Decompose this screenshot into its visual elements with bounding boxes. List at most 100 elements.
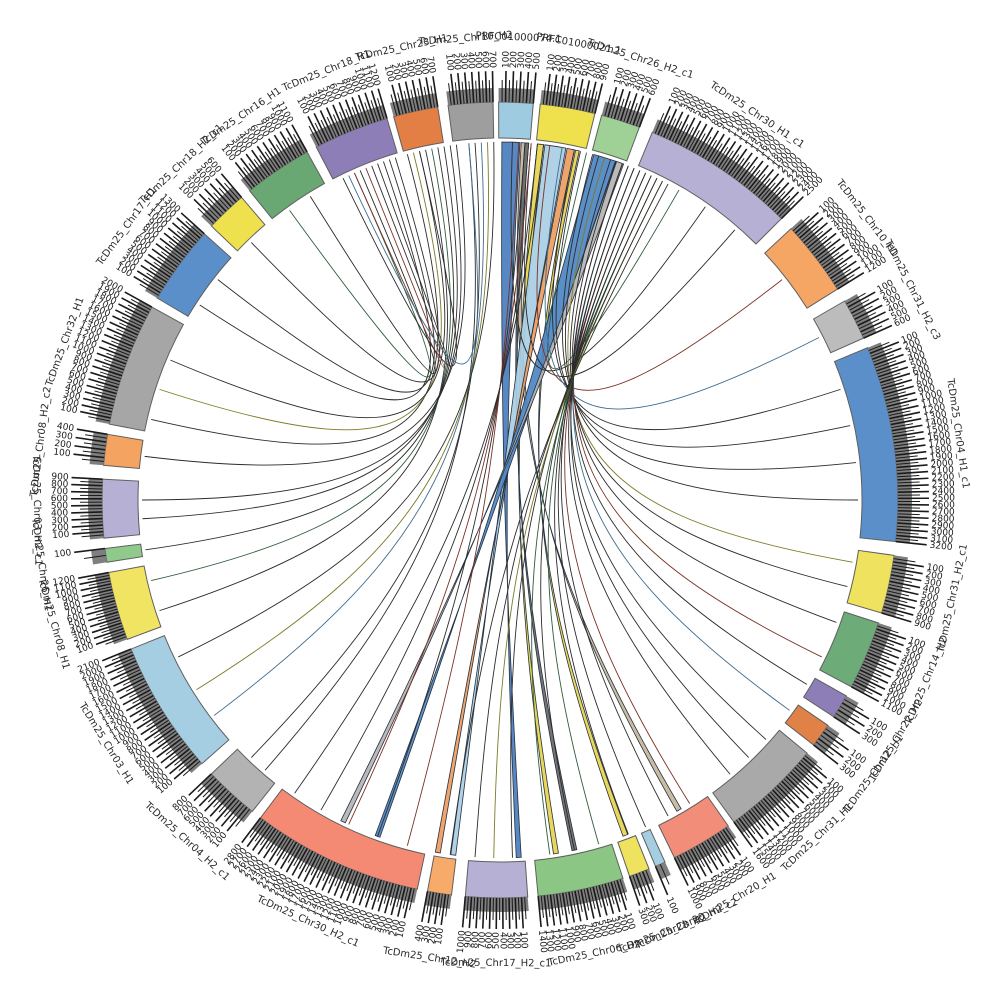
tick <box>81 404 113 413</box>
tick <box>891 567 923 575</box>
tick-label: 300 <box>517 51 528 69</box>
tick-label: 100 <box>502 51 512 69</box>
tick-label: 2400 <box>932 487 955 497</box>
tick-label: 2200 <box>931 472 955 483</box>
tick <box>171 222 197 244</box>
tick <box>830 260 857 280</box>
tick <box>119 683 148 700</box>
tick-label: 1900 <box>930 451 954 463</box>
tick <box>577 890 583 912</box>
link-line <box>151 154 439 445</box>
tick <box>461 81 465 104</box>
tick <box>103 333 134 348</box>
tick <box>897 484 929 487</box>
link-line <box>561 154 857 470</box>
tick <box>262 142 281 169</box>
tick <box>619 90 631 121</box>
tick <box>270 147 284 167</box>
tick <box>358 874 368 896</box>
tick <box>167 227 193 249</box>
tick <box>822 249 849 269</box>
tick <box>423 86 429 109</box>
tick-label: 400 <box>56 421 75 434</box>
tick <box>875 360 897 369</box>
chromosome-band <box>464 860 529 899</box>
tick <box>579 88 585 111</box>
tick <box>202 781 219 798</box>
chromosome-band <box>210 196 266 252</box>
link-line <box>145 147 455 551</box>
tick-label: 700 <box>51 487 69 497</box>
tick <box>674 114 690 143</box>
tick-label: 400 <box>922 584 941 597</box>
tick <box>886 593 918 603</box>
tick <box>659 864 670 885</box>
tick-label: 900 <box>51 472 69 483</box>
tick <box>160 251 180 266</box>
tick <box>877 366 899 375</box>
tick <box>110 666 139 681</box>
tick <box>673 857 689 886</box>
tick <box>332 114 343 135</box>
tick <box>853 680 883 697</box>
tick <box>384 883 394 914</box>
tick <box>88 580 111 587</box>
link-line <box>510 142 706 372</box>
tick-label: 500 <box>596 919 610 938</box>
tick <box>484 71 488 103</box>
tick <box>846 292 866 305</box>
tick <box>880 372 911 384</box>
tick-label: 800 <box>592 61 606 80</box>
tick-label: 200 <box>389 62 403 81</box>
tick <box>445 894 449 917</box>
tick <box>883 385 914 396</box>
tick <box>268 835 287 863</box>
tick <box>173 758 199 780</box>
tick <box>72 530 104 535</box>
link-line <box>544 147 820 410</box>
tick <box>529 81 532 104</box>
tick-label: 500 <box>368 913 383 933</box>
tick <box>84 554 106 559</box>
tick <box>91 622 122 634</box>
tick <box>390 884 400 916</box>
tick <box>319 110 335 139</box>
tick <box>888 404 919 414</box>
tick <box>470 71 475 103</box>
tick <box>188 773 212 796</box>
tick <box>169 746 188 761</box>
tick <box>293 846 305 867</box>
link-line <box>568 167 731 775</box>
tick <box>132 692 153 704</box>
tick <box>74 445 106 451</box>
tick <box>894 444 926 450</box>
tick <box>892 431 924 438</box>
tick <box>127 304 148 316</box>
tick <box>202 202 219 219</box>
tick <box>767 182 790 207</box>
tick <box>78 571 109 579</box>
tick <box>896 464 928 469</box>
tick <box>226 806 248 832</box>
tick <box>635 873 648 904</box>
tick <box>769 191 786 209</box>
sector-TcDm25_Chr17_H1: 1002003004005006007008009001000110012001… <box>94 185 232 317</box>
tick-label: 900 <box>917 383 936 397</box>
tick <box>281 140 294 161</box>
link-ribbon <box>434 147 575 854</box>
tick <box>75 436 107 443</box>
tick <box>418 78 426 110</box>
tick-label: 500 <box>532 52 543 70</box>
tick <box>607 882 615 905</box>
tick <box>101 625 123 634</box>
tick <box>887 403 910 410</box>
link-line <box>250 142 480 758</box>
tick <box>891 424 923 432</box>
tick <box>706 839 725 867</box>
tick <box>847 291 876 308</box>
tick-label: 700 <box>917 605 936 619</box>
tick <box>774 195 791 213</box>
tick <box>889 411 921 420</box>
tick <box>822 731 849 751</box>
tick <box>778 200 795 217</box>
